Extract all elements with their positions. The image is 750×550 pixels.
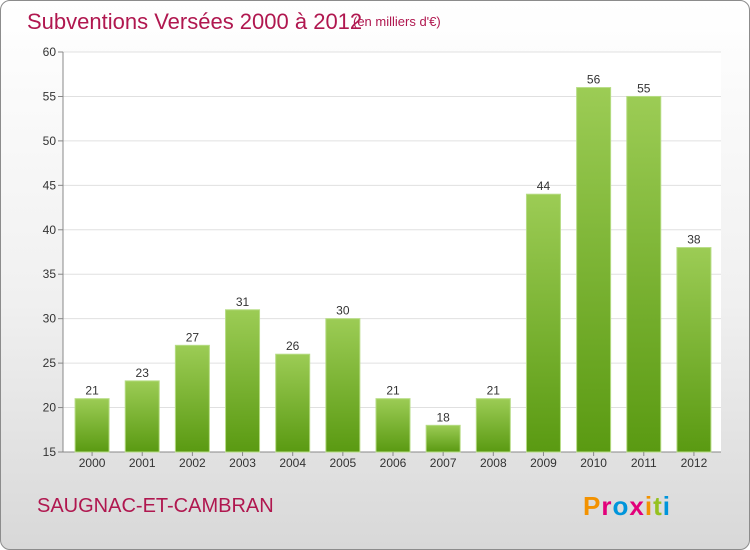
x-tick-label: 2009 [530, 456, 557, 470]
x-tick-label: 2010 [580, 456, 607, 470]
y-tick-label: 35 [43, 267, 57, 281]
x-tick-label: 2004 [279, 456, 306, 470]
x-tick-label: 2001 [129, 456, 156, 470]
x-tick-label: 2003 [229, 456, 256, 470]
y-tick-label: 25 [43, 356, 57, 370]
bar-value-label: 18 [436, 410, 450, 424]
bar [275, 353, 311, 453]
bar [74, 398, 110, 453]
bar-value-label: 26 [286, 339, 300, 353]
bar [676, 247, 712, 453]
y-tick-label: 60 [43, 45, 57, 59]
bar [174, 344, 210, 453]
commune-name: SAUGNAC-ET-CAMBRAN [37, 495, 274, 517]
y-tick-label: 50 [43, 134, 57, 148]
x-tick-label: 2002 [179, 456, 206, 470]
bar [576, 87, 612, 453]
bar [525, 193, 561, 453]
x-tick-label: 2005 [329, 456, 356, 470]
chart-unit-label: (en milliers d'€) [353, 14, 441, 29]
logo-letter: o [612, 491, 630, 521]
y-tick-label: 45 [43, 178, 57, 192]
bar-value-label: 56 [587, 73, 601, 87]
y-tick-label: 55 [43, 89, 57, 103]
bar [626, 95, 662, 453]
logo-letter: t [653, 491, 663, 521]
y-tick-label: 30 [43, 312, 57, 326]
bar [475, 398, 511, 453]
bar [124, 380, 160, 453]
bar [225, 309, 261, 453]
y-tick-label: 40 [43, 223, 57, 237]
bar-value-label: 21 [386, 384, 400, 398]
x-tick-label: 2007 [430, 456, 457, 470]
x-tick-label: 2008 [480, 456, 507, 470]
x-tick-label: 2006 [380, 456, 407, 470]
chart-title: Subventions Versées 2000 à 2012 [27, 9, 363, 34]
bar-value-label: 38 [687, 233, 701, 247]
x-tick-label: 2011 [631, 456, 657, 470]
logo-letter: x [629, 491, 645, 521]
bar [325, 318, 361, 453]
logo-letter: i [662, 491, 671, 521]
x-tick-label: 2000 [79, 456, 106, 470]
bar-value-label: 21 [487, 384, 501, 398]
bar-value-label: 27 [186, 330, 200, 344]
bar-value-label: 44 [537, 179, 551, 193]
logo-letter: r [601, 491, 613, 521]
logo-letter: i [644, 491, 654, 521]
bar-value-label: 30 [336, 304, 350, 318]
proxiti-logo: Proxiti [583, 491, 671, 522]
plot-area [63, 52, 721, 452]
bar-value-label: 23 [136, 366, 150, 380]
x-tick-label: 2012 [681, 456, 708, 470]
bar-value-label: 21 [85, 384, 99, 398]
bar-value-label: 55 [637, 81, 651, 95]
bar [375, 398, 411, 453]
bar [425, 424, 461, 453]
logo-letter: P [583, 491, 602, 521]
y-tick-label: 15 [43, 445, 57, 459]
y-tick-label: 20 [43, 401, 57, 415]
bar-value-label: 31 [236, 295, 250, 309]
